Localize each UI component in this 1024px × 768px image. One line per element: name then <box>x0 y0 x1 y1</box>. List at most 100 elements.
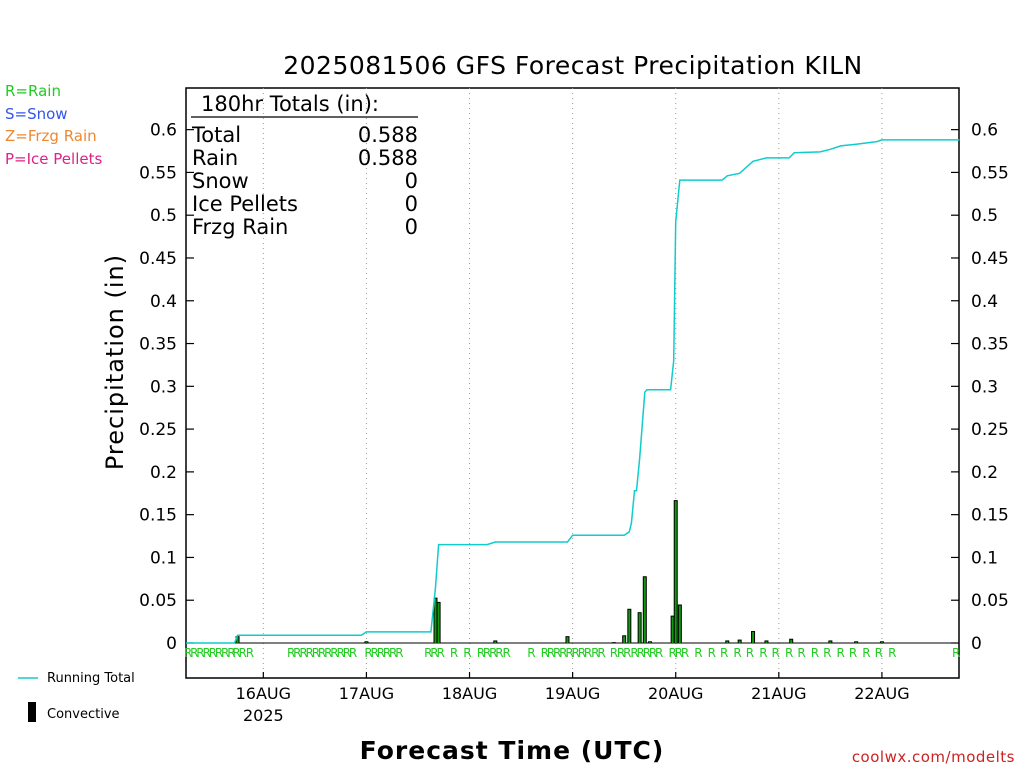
precip-bar-fill <box>434 598 437 643</box>
rain-marker: R <box>377 646 385 660</box>
x-tick-label: 21AUG <box>751 684 806 703</box>
rain-marker: R <box>495 646 503 660</box>
x-tick-label: 17AUG <box>339 684 394 703</box>
rain-marker: R <box>578 646 586 660</box>
rain-marker: R <box>694 646 702 660</box>
precip-bar-fill <box>855 642 858 643</box>
x-tick-label: 18AUG <box>442 684 497 703</box>
y-tick-label-right: 0 <box>971 634 982 654</box>
x-axis: 16AUG 2025 17AUG 18AUG 19AUG 20AUG 21AUG 22AUG <box>236 672 910 725</box>
rain-marker: R <box>383 646 391 660</box>
y-tick-label-right: 0.05 <box>971 591 1009 611</box>
totals-row-value: 0.588 <box>358 146 418 170</box>
rain-marker: R <box>221 646 229 660</box>
convective-bars <box>235 500 884 644</box>
rain-marker: R <box>389 646 397 660</box>
rain-marker: R <box>785 646 793 660</box>
rain-marker: R <box>306 646 314 660</box>
y-tick-label: 0.1 <box>150 548 177 568</box>
rain-marker: R <box>811 646 819 660</box>
rain-marker: R <box>190 646 198 660</box>
y-axis-label: Precipitation (in) <box>101 254 129 470</box>
x-tick-sublabel: 2025 <box>243 706 284 725</box>
rain-marker: R <box>617 646 625 660</box>
totals-row-label: Frzg Rain <box>192 215 288 239</box>
totals-row-value: 0 <box>405 192 418 216</box>
y-tick-label-right: 0.2 <box>971 463 998 483</box>
rain-marker: R <box>547 646 555 660</box>
precip-bar-fill <box>765 641 768 643</box>
precip-bar-fill <box>790 639 793 643</box>
precip-bar-fill <box>628 609 631 643</box>
rain-marker: R <box>246 646 254 660</box>
precip-bar-fill <box>643 577 646 643</box>
rain-marker: R <box>952 646 960 660</box>
convective-bar <box>647 641 652 643</box>
totals-row-value: 0 <box>405 169 418 193</box>
rain-marker: R <box>591 646 599 660</box>
rain-marker: R <box>371 646 379 660</box>
rain-marker: R <box>772 646 780 660</box>
y-tick-label: 0.35 <box>139 335 177 355</box>
totals-row-label: Rain <box>192 146 238 170</box>
totals-row-value: 0.588 <box>358 123 418 147</box>
precip-bar-fill <box>365 642 368 643</box>
y-tick-label-right: 0.1 <box>971 548 998 568</box>
running-total-polyline <box>186 139 960 644</box>
rain-marker: R <box>541 646 549 660</box>
running-total-line <box>186 139 960 644</box>
y-tick-label-right: 0.15 <box>971 506 1009 526</box>
rain-marker: R <box>823 646 831 660</box>
rain-marker: R <box>668 646 676 660</box>
legend-rain: R=Rain <box>5 82 61 100</box>
running-total-legend-label: Running Total <box>47 671 135 686</box>
rain-marker: R <box>837 646 845 660</box>
y-tick-label: 0.05 <box>139 591 177 611</box>
precip-bar-fill <box>437 602 440 643</box>
rain-marker: R <box>655 646 663 660</box>
totals-row-value: 0 <box>405 215 418 239</box>
y-tick-label-right: 0.55 <box>971 163 1009 183</box>
y-tick-label: 0.2 <box>150 463 177 483</box>
legend-snow: S=Snow <box>5 105 68 123</box>
rain-marker: R <box>424 646 432 660</box>
rain-marker: R <box>202 646 210 660</box>
rain-marker: R <box>797 646 805 660</box>
precip-bar-fill <box>236 637 239 643</box>
convective-bar <box>611 642 616 644</box>
precip-bar-fill <box>623 636 626 643</box>
y-tick-label: 0 <box>166 634 177 654</box>
rain-marker: R <box>565 646 573 660</box>
rain-marker: R <box>330 646 338 660</box>
rain-marker: R <box>293 646 301 660</box>
y-tick-label-right: 0.45 <box>971 249 1009 269</box>
precip-bar-fill <box>638 613 641 643</box>
rain-marker: R <box>610 646 618 660</box>
precip-bar-fill <box>674 501 677 643</box>
y-tick-label: 0.3 <box>150 377 177 397</box>
y-tick-label: 0.5 <box>150 206 177 226</box>
x-tick-label: 16AUG <box>236 684 291 703</box>
rain-marker: R <box>862 646 870 660</box>
rain-marker: R <box>227 646 235 660</box>
precip-bar-fill <box>880 642 883 643</box>
rain-marker: R <box>875 646 883 660</box>
series-legend: Running Total Convective <box>18 671 135 722</box>
rain-marker: R <box>450 646 458 660</box>
precip-bar-fill <box>726 641 729 643</box>
y-tick-label: 0.55 <box>139 163 177 183</box>
chart-title: 2025081506 GFS Forecast Precipitation KI… <box>283 51 862 80</box>
totals-row-label: Ice Pellets <box>192 192 298 216</box>
rain-marker: R <box>553 646 561 660</box>
y-axis-left: 0 0.05 0.1 0.15 0.2 0.25 0.3 0.35 0.4 0.45 0.5 0.55… <box>139 121 194 654</box>
totals-row-label: Snow <box>192 169 249 193</box>
rain-marker: R <box>349 646 357 660</box>
convective-legend-label: Convective <box>47 707 120 722</box>
y-tick-label-right: 0.6 <box>971 121 998 141</box>
y-tick-label-right: 0.5 <box>971 206 998 226</box>
legend-frzg-rain: Z=Frzg Rain <box>5 127 97 145</box>
site-credit: coolwx.com/modelts <box>852 748 1015 766</box>
rain-marker: R <box>675 646 683 660</box>
precip-bar-fill <box>648 642 651 643</box>
